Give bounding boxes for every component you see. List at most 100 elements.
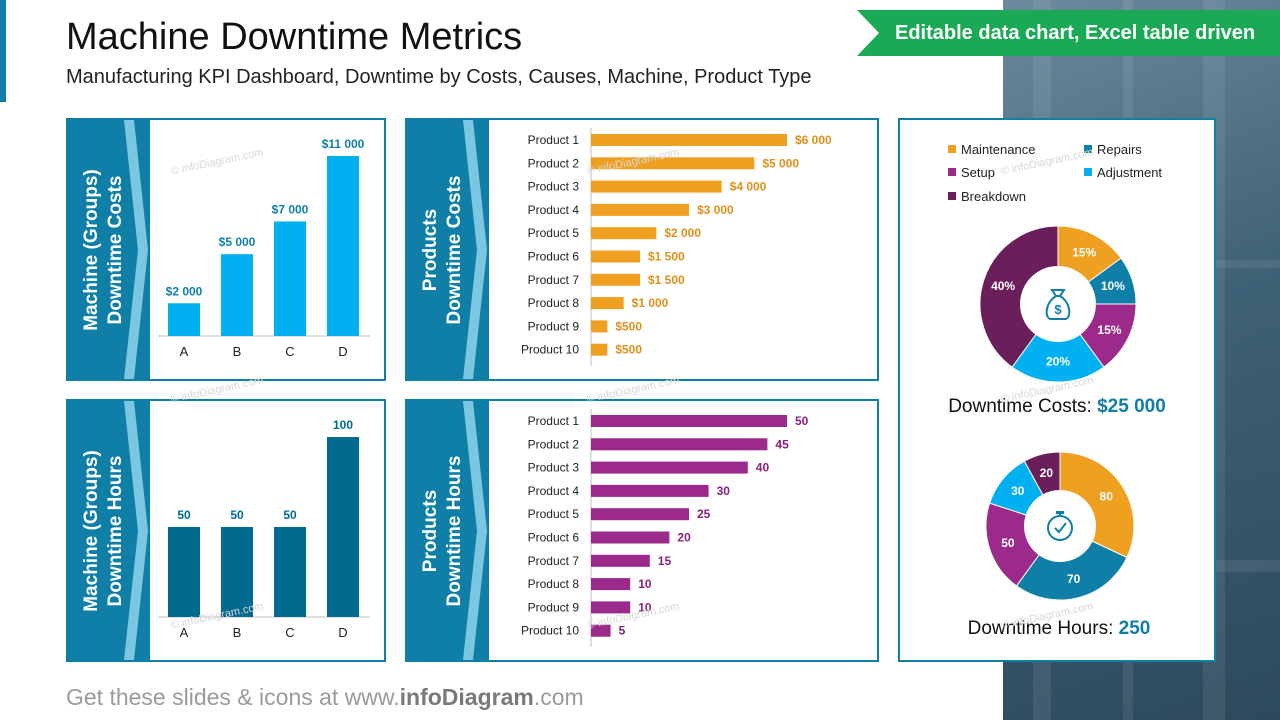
footer-brand: infoDiagram <box>399 684 534 710</box>
data-label: 30 <box>717 484 731 498</box>
tick-label: Product 3 <box>528 461 580 475</box>
machine-hours-chart: 50 A 50 B 50 C 100 D <box>158 418 370 640</box>
data-label: $500 <box>615 343 642 357</box>
tick-label: Product 2 <box>528 156 580 170</box>
tick-label: Product 4 <box>528 484 580 498</box>
donut-slice <box>1059 451 1135 559</box>
bar <box>591 484 709 497</box>
bar <box>591 624 611 637</box>
data-label: $500 <box>615 319 642 333</box>
bar <box>591 461 748 474</box>
chevron-arrow-icon <box>120 401 148 660</box>
slice-label: 20 <box>1040 466 1054 480</box>
data-label: 5 <box>619 624 626 638</box>
tick-label: Product 9 <box>528 319 580 333</box>
panel-machine-hours: Machine (Groups) Downtime Hours 50 A 50 B 50… <box>66 399 386 662</box>
bar <box>591 250 640 263</box>
bar <box>591 531 670 544</box>
legend-label: Setup <box>961 165 995 180</box>
bar <box>327 437 359 617</box>
tick-label: Product 7 <box>528 273 580 287</box>
tick-label: Product 2 <box>528 437 580 451</box>
data-label: 20 <box>677 531 691 545</box>
legend-item-adjustment: Adjustment <box>1084 165 1162 180</box>
panel-product-hours: Products Downtime Hours Product 1 50 Produ… <box>405 399 879 662</box>
tick-label: Product 8 <box>528 577 580 591</box>
hours-caption-value: 250 <box>1118 618 1151 639</box>
bar <box>591 508 689 521</box>
tick-label: C <box>285 344 294 359</box>
slice-label: 30 <box>1011 484 1025 498</box>
tick-label: Product 7 <box>528 554 580 568</box>
data-label: $4 000 <box>730 180 767 194</box>
machine-costs-chart: $2 000 A $5 000 B $7 000 C $11 000 D <box>158 137 370 359</box>
data-label: 10 <box>638 600 652 614</box>
bar <box>591 273 640 286</box>
stopwatch-icon <box>1047 511 1073 541</box>
bar <box>274 221 306 336</box>
data-label: $2 000 <box>664 226 701 240</box>
tick-label: C <box>285 625 294 640</box>
costs-caption-value: $25 000 <box>1097 396 1166 417</box>
tick-label: Product 4 <box>528 203 580 217</box>
tick-label: A <box>180 344 189 359</box>
side-text-line2: Downtime Costs <box>444 175 465 324</box>
swatch <box>1084 168 1092 176</box>
legend-item-repairs: Repairs <box>1084 142 1142 157</box>
slice-label: 15% <box>1072 246 1096 260</box>
slice-label: 15% <box>1097 323 1121 337</box>
data-label: $7 000 <box>272 202 309 216</box>
data-label: 50 <box>795 414 809 428</box>
data-label: 50 <box>283 508 297 522</box>
slice-label: 20% <box>1046 355 1070 369</box>
bar <box>221 254 253 336</box>
bar <box>591 601 631 614</box>
footer-suffix: .com <box>533 684 584 710</box>
data-label: $5 000 <box>219 235 256 249</box>
tick-label: Product 6 <box>528 250 580 264</box>
slice-label: 80 <box>1100 490 1114 504</box>
data-label: 45 <box>775 437 789 451</box>
slice-label: 70 <box>1067 572 1081 586</box>
costs-caption-label: Downtime Costs: <box>948 396 1092 417</box>
tick-label: Product 9 <box>528 600 580 614</box>
legend-label: Maintenance <box>961 142 1036 157</box>
chevron-arrow-icon <box>120 120 148 379</box>
tick-label: Product 1 <box>528 414 580 428</box>
tick-label: Product 10 <box>521 624 579 638</box>
data-label: 50 <box>230 508 244 522</box>
side-text-line2: Downtime Hours <box>105 455 126 606</box>
bar <box>591 227 657 240</box>
swatch <box>948 192 956 200</box>
side-text-machine-hours: Machine (Groups) Downtime Hours <box>80 401 140 661</box>
money-bag-icon: $ <box>1045 289 1071 320</box>
bar <box>591 157 755 170</box>
bar <box>168 527 200 617</box>
tick-label: Product 1 <box>528 133 580 147</box>
donut-hole <box>1021 267 1095 341</box>
panel-machine-costs: Machine (Groups) Downtime Costs $2 000 A $… <box>66 118 386 381</box>
footer: Get these slides & icons at www.infoDiag… <box>66 684 584 711</box>
data-label: 100 <box>333 418 353 432</box>
bar <box>591 180 722 193</box>
footer-prefix: Get these slides & icons at www. <box>66 684 400 710</box>
data-label: $1 500 <box>648 250 685 264</box>
side-text-line2: Downtime Costs <box>105 175 126 324</box>
legend-label: Breakdown <box>961 189 1027 204</box>
product-costs-chart: Product 1 $6 000 Product 2 $5 000 Product 3 $… <box>521 128 832 366</box>
hours-donut-chart: 80 70 50 30 20 <box>985 451 1135 601</box>
page-title: Machine Downtime Metrics <box>66 16 523 58</box>
hours-caption: Downtime Hours: 250 <box>900 618 1218 640</box>
costs-caption: Downtime Costs: $25 000 <box>900 396 1214 418</box>
chevron-arrow-icon <box>459 401 487 660</box>
page-subtitle: Manufacturing KPI Dashboard, Downtime by… <box>66 66 812 88</box>
hours-caption-label: Downtime Hours: <box>967 618 1114 639</box>
bar <box>591 578 631 591</box>
data-label: $5 000 <box>762 156 799 170</box>
slice-label: 50 <box>1001 536 1015 550</box>
swatch <box>948 168 956 176</box>
tick-label: Product 5 <box>528 507 580 521</box>
donut-slice <box>1023 451 1061 496</box>
data-label: 25 <box>697 507 711 521</box>
side-text-product-hours: Products Downtime Hours <box>419 401 479 661</box>
